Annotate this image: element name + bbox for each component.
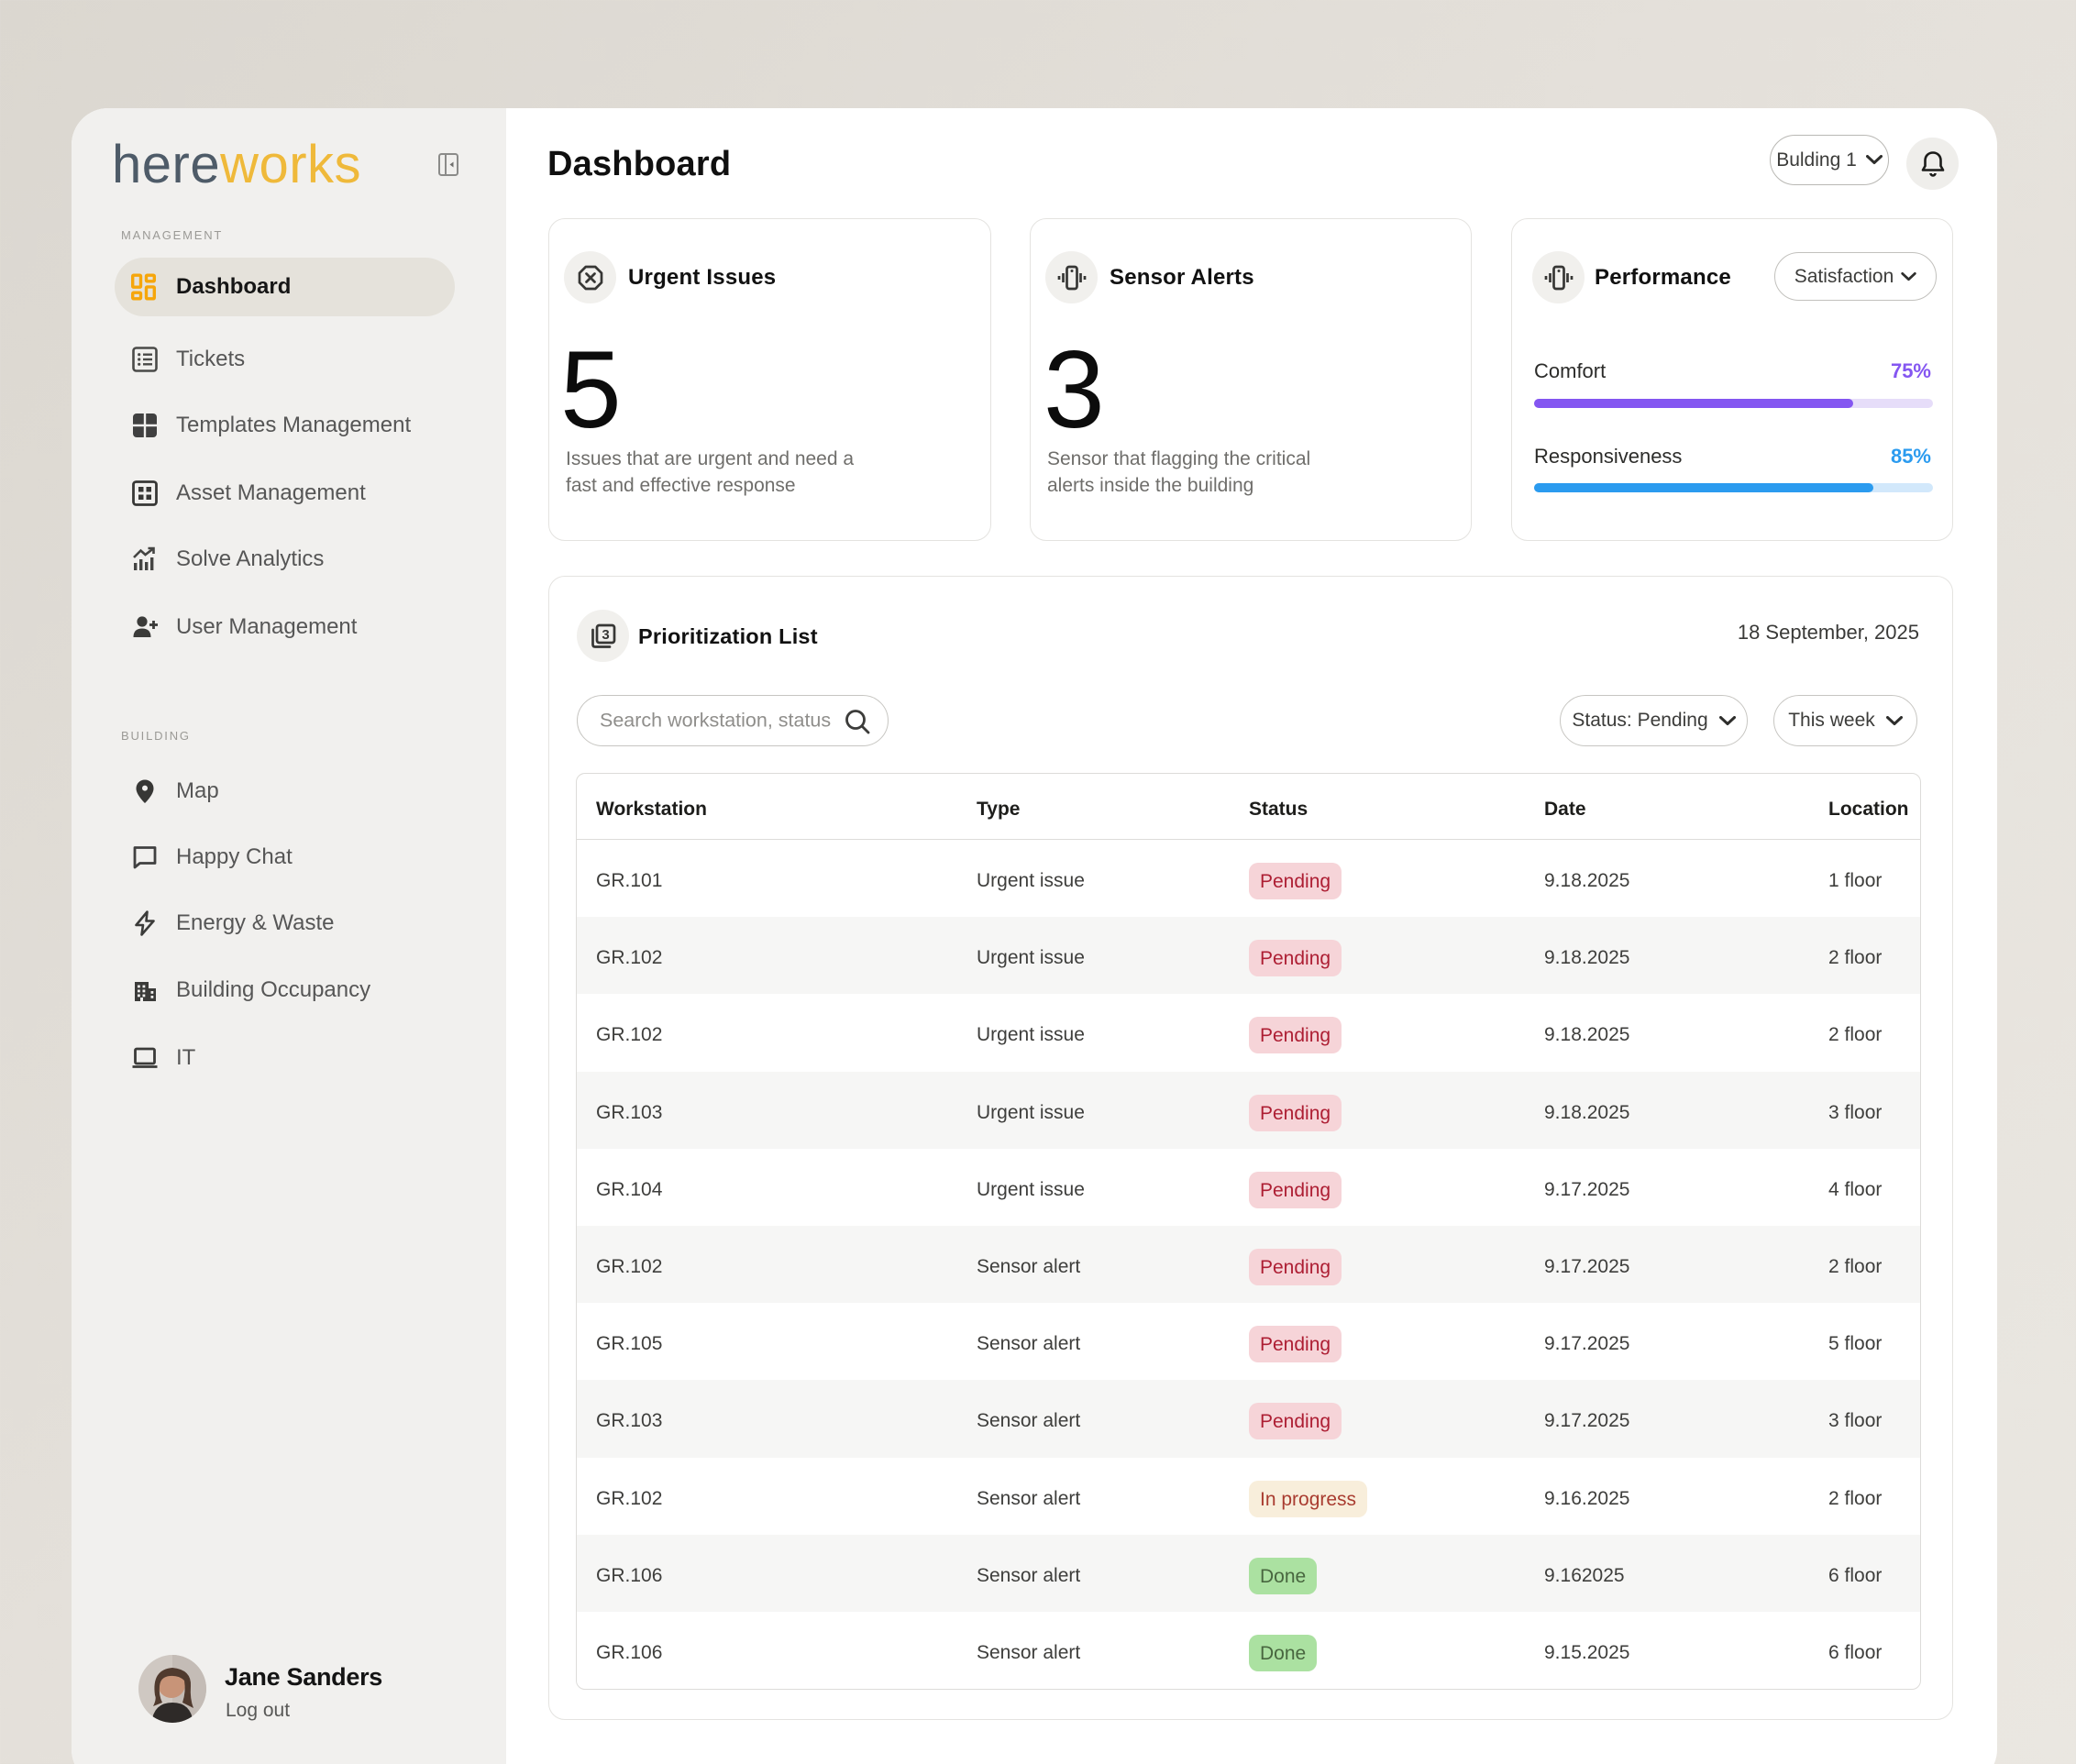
svg-text:3: 3: [602, 626, 609, 642]
